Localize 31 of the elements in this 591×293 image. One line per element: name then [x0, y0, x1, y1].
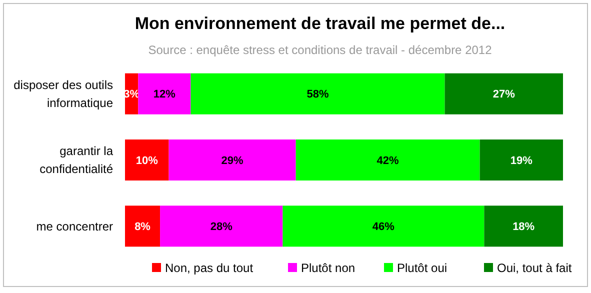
bar [282, 206, 484, 247]
data-label: 27% [492, 88, 516, 101]
data-label: 10% [136, 154, 158, 167]
data-label: 42% [376, 154, 400, 167]
y-tick-label: disposer des outils informatique [14, 78, 114, 110]
bar [484, 206, 563, 247]
legend-label: Oui, tout à fait [497, 261, 572, 276]
bar [444, 73, 563, 114]
chart-subtitle: Source : enquête stress et conditions de travail - décembre 2012 [148, 43, 492, 57]
bar [190, 73, 445, 114]
bar [125, 206, 160, 247]
y-tick-label: me concentrer [36, 219, 113, 234]
data-label: 29% [221, 154, 244, 167]
bar [480, 139, 563, 181]
bar [138, 73, 191, 114]
data-label: 12% [153, 88, 176, 101]
bar [125, 139, 169, 181]
data-label: 18% [512, 221, 535, 234]
data-label: 28% [210, 221, 233, 234]
bar [296, 139, 480, 181]
bar [160, 206, 283, 247]
legend-label: Non, pas du tout [165, 261, 254, 276]
chart-title: Mon environnement de travail me permet de... [134, 14, 506, 33]
data-label: 46% [372, 221, 395, 234]
data-label: 8% [134, 221, 151, 234]
data-label: 58% [306, 88, 329, 101]
data-label: 19% [510, 154, 533, 167]
bar [168, 139, 296, 181]
legend-label: Plutôt oui [397, 261, 448, 276]
legend-label: Plutôt non [301, 261, 356, 276]
y-tick-label: garantir la confidentialité [40, 144, 114, 176]
